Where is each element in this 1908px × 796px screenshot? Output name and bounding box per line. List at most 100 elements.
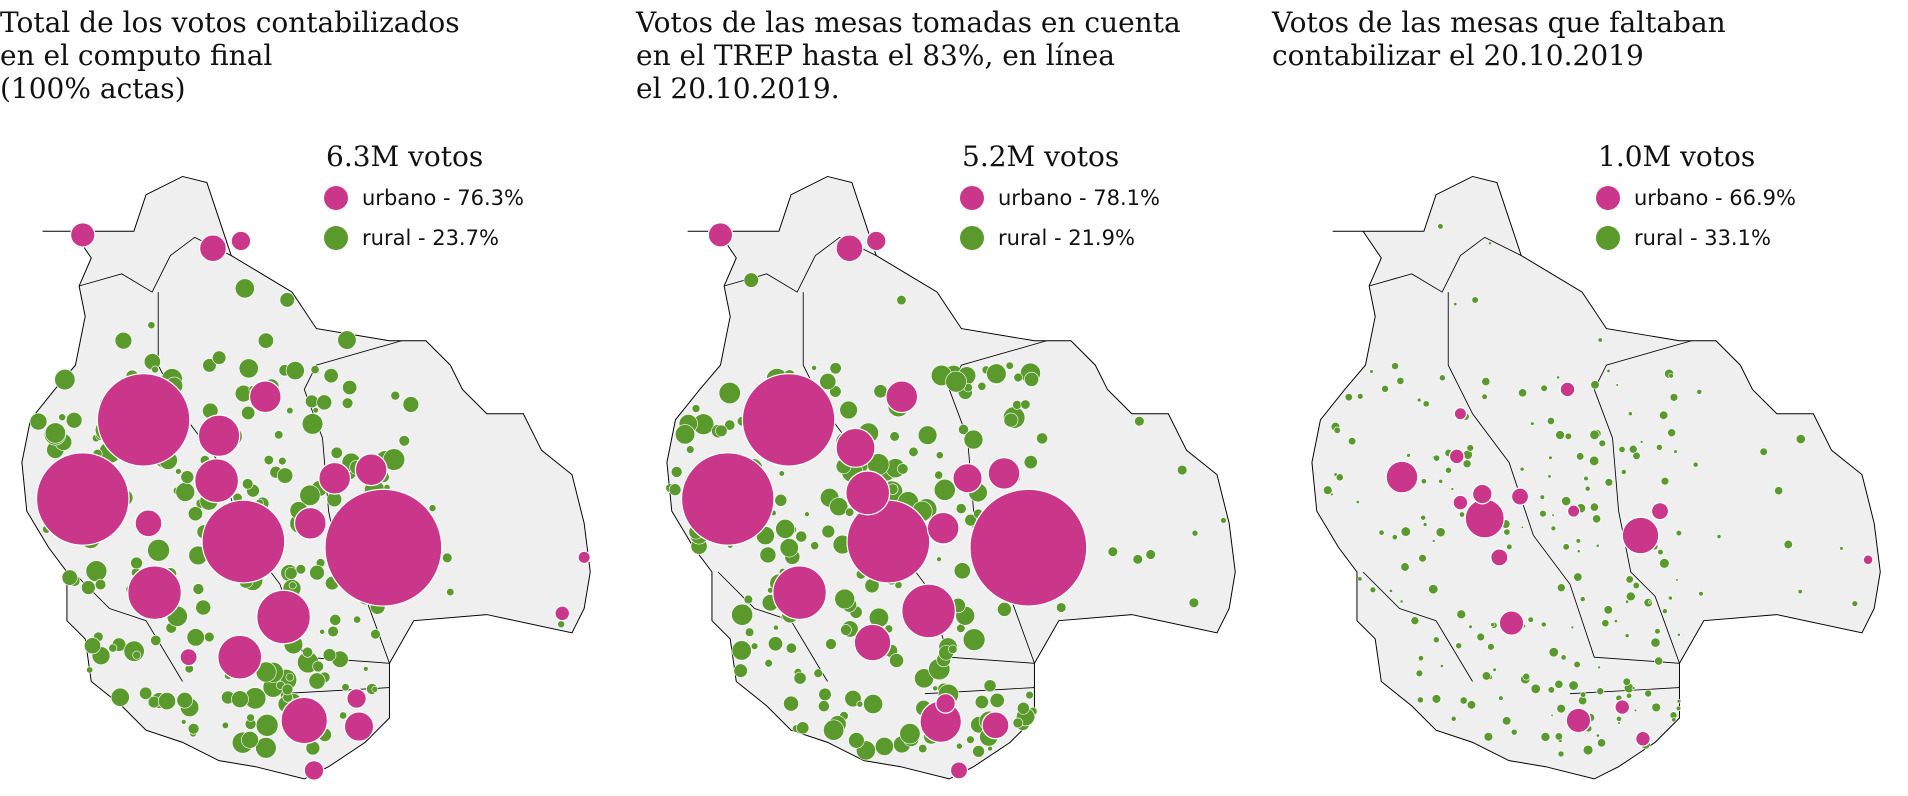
urbano-circle [926, 511, 960, 545]
rural-circle [958, 424, 969, 435]
rural-circle [1481, 671, 1492, 681]
urbano-circle [1621, 516, 1660, 555]
rural-circle [1036, 432, 1049, 445]
department-border [1362, 571, 1473, 682]
urbano-circle [772, 565, 827, 621]
rural-circle [686, 445, 695, 454]
rural-circle [310, 365, 320, 375]
rural-circle [238, 358, 259, 379]
rural-circle [1589, 455, 1600, 466]
rural-circle [810, 541, 820, 551]
department-border [1593, 340, 1692, 390]
rural-circle [718, 381, 741, 404]
rural-circle [1012, 717, 1024, 729]
rural-circle [1520, 525, 1524, 529]
rural-circle [775, 518, 796, 539]
urbano-circle [969, 488, 1088, 607]
urbano-circle [577, 550, 591, 565]
panel-1-legend-urbano: urbano - 76.3% [324, 186, 524, 210]
rural-circle [1625, 591, 1636, 602]
urbano-circle [201, 499, 286, 584]
urbano-circle [987, 456, 1021, 490]
rural-circle [1453, 302, 1458, 307]
rural-circle [1498, 695, 1504, 701]
rural-circle [1759, 447, 1768, 456]
rural-circle [1556, 375, 1561, 380]
rural-circle [1481, 377, 1491, 386]
rural-circle [1400, 526, 1411, 537]
rural-circle [1839, 546, 1844, 551]
rural-circle [132, 650, 142, 660]
rural-circle [987, 745, 993, 752]
rural-circle [327, 625, 339, 638]
urbano-circle [343, 711, 375, 742]
urbano-circle [853, 623, 892, 662]
rural-circle [187, 506, 203, 522]
rural-circle [1355, 500, 1360, 505]
rural-circle [1003, 412, 1019, 428]
rural-circle [1659, 410, 1669, 420]
rural-circle [176, 692, 193, 709]
rural-circle [840, 624, 852, 636]
rural-circle [897, 463, 909, 475]
rural-circle [785, 642, 797, 654]
rural-circle [1481, 393, 1488, 400]
urbano-circle [981, 711, 1010, 740]
panel-1-title: Total de los votos contabilizados en el … [0, 6, 460, 105]
rural-circle [1418, 554, 1427, 563]
urbano-circle [1385, 460, 1419, 494]
urbano-circle [346, 688, 367, 709]
rural-circle [1613, 619, 1618, 624]
urbano-circle [935, 693, 956, 714]
rural-circle [274, 430, 284, 440]
country-outline [21, 175, 591, 780]
rural-circle [1502, 716, 1512, 726]
rural-circle [257, 332, 274, 349]
rural-circle [54, 369, 76, 391]
rural-circle [1506, 543, 1513, 551]
rural-circle [743, 594, 754, 605]
rural-circle [1656, 444, 1663, 451]
rural-circle [962, 628, 986, 651]
department-border [78, 236, 232, 293]
rural-circle [187, 722, 200, 735]
rural-circle [86, 666, 94, 674]
rural-circle [935, 451, 944, 460]
rural-circle [1530, 421, 1535, 426]
rural-circle [1323, 485, 1333, 495]
rural-circle [1400, 562, 1410, 572]
rural-circle [670, 466, 683, 478]
rural-circle [917, 425, 938, 445]
urbano-dot-icon [1596, 186, 1620, 210]
panel-1-legend-rural: rural - 23.7% [324, 226, 499, 250]
rural-circle [1399, 599, 1404, 604]
rural-circle [1675, 705, 1682, 712]
rural-circle [1597, 738, 1607, 748]
urbano-dot-icon [960, 186, 984, 210]
rural-circle [1622, 677, 1631, 686]
rural-circle [1357, 393, 1364, 400]
rural-circle [281, 683, 294, 696]
rural-circle [139, 686, 153, 700]
rural-circle [1597, 665, 1601, 670]
rural-circle [829, 362, 842, 375]
rural-circle [1492, 667, 1497, 672]
rural-circle [1468, 624, 1473, 629]
urbano-circle [1471, 483, 1493, 505]
urbano-circle [1566, 504, 1581, 518]
rural-circle [1550, 525, 1557, 532]
panel-1-map [21, 175, 591, 781]
legend-label: urbano - 76.3% [362, 186, 524, 210]
rural-circle [856, 700, 864, 708]
rural-circle [1650, 637, 1661, 648]
rural-circle [147, 539, 170, 562]
rural-circle [1439, 374, 1446, 382]
rural-circle [221, 721, 229, 729]
rural-circle [1562, 543, 1570, 551]
rural-circle [299, 484, 321, 506]
rural-circle [767, 636, 783, 652]
rural-circle [341, 397, 354, 409]
rural-circle [1669, 393, 1679, 402]
urbano-circle [949, 761, 969, 780]
rural-circle [61, 569, 78, 586]
